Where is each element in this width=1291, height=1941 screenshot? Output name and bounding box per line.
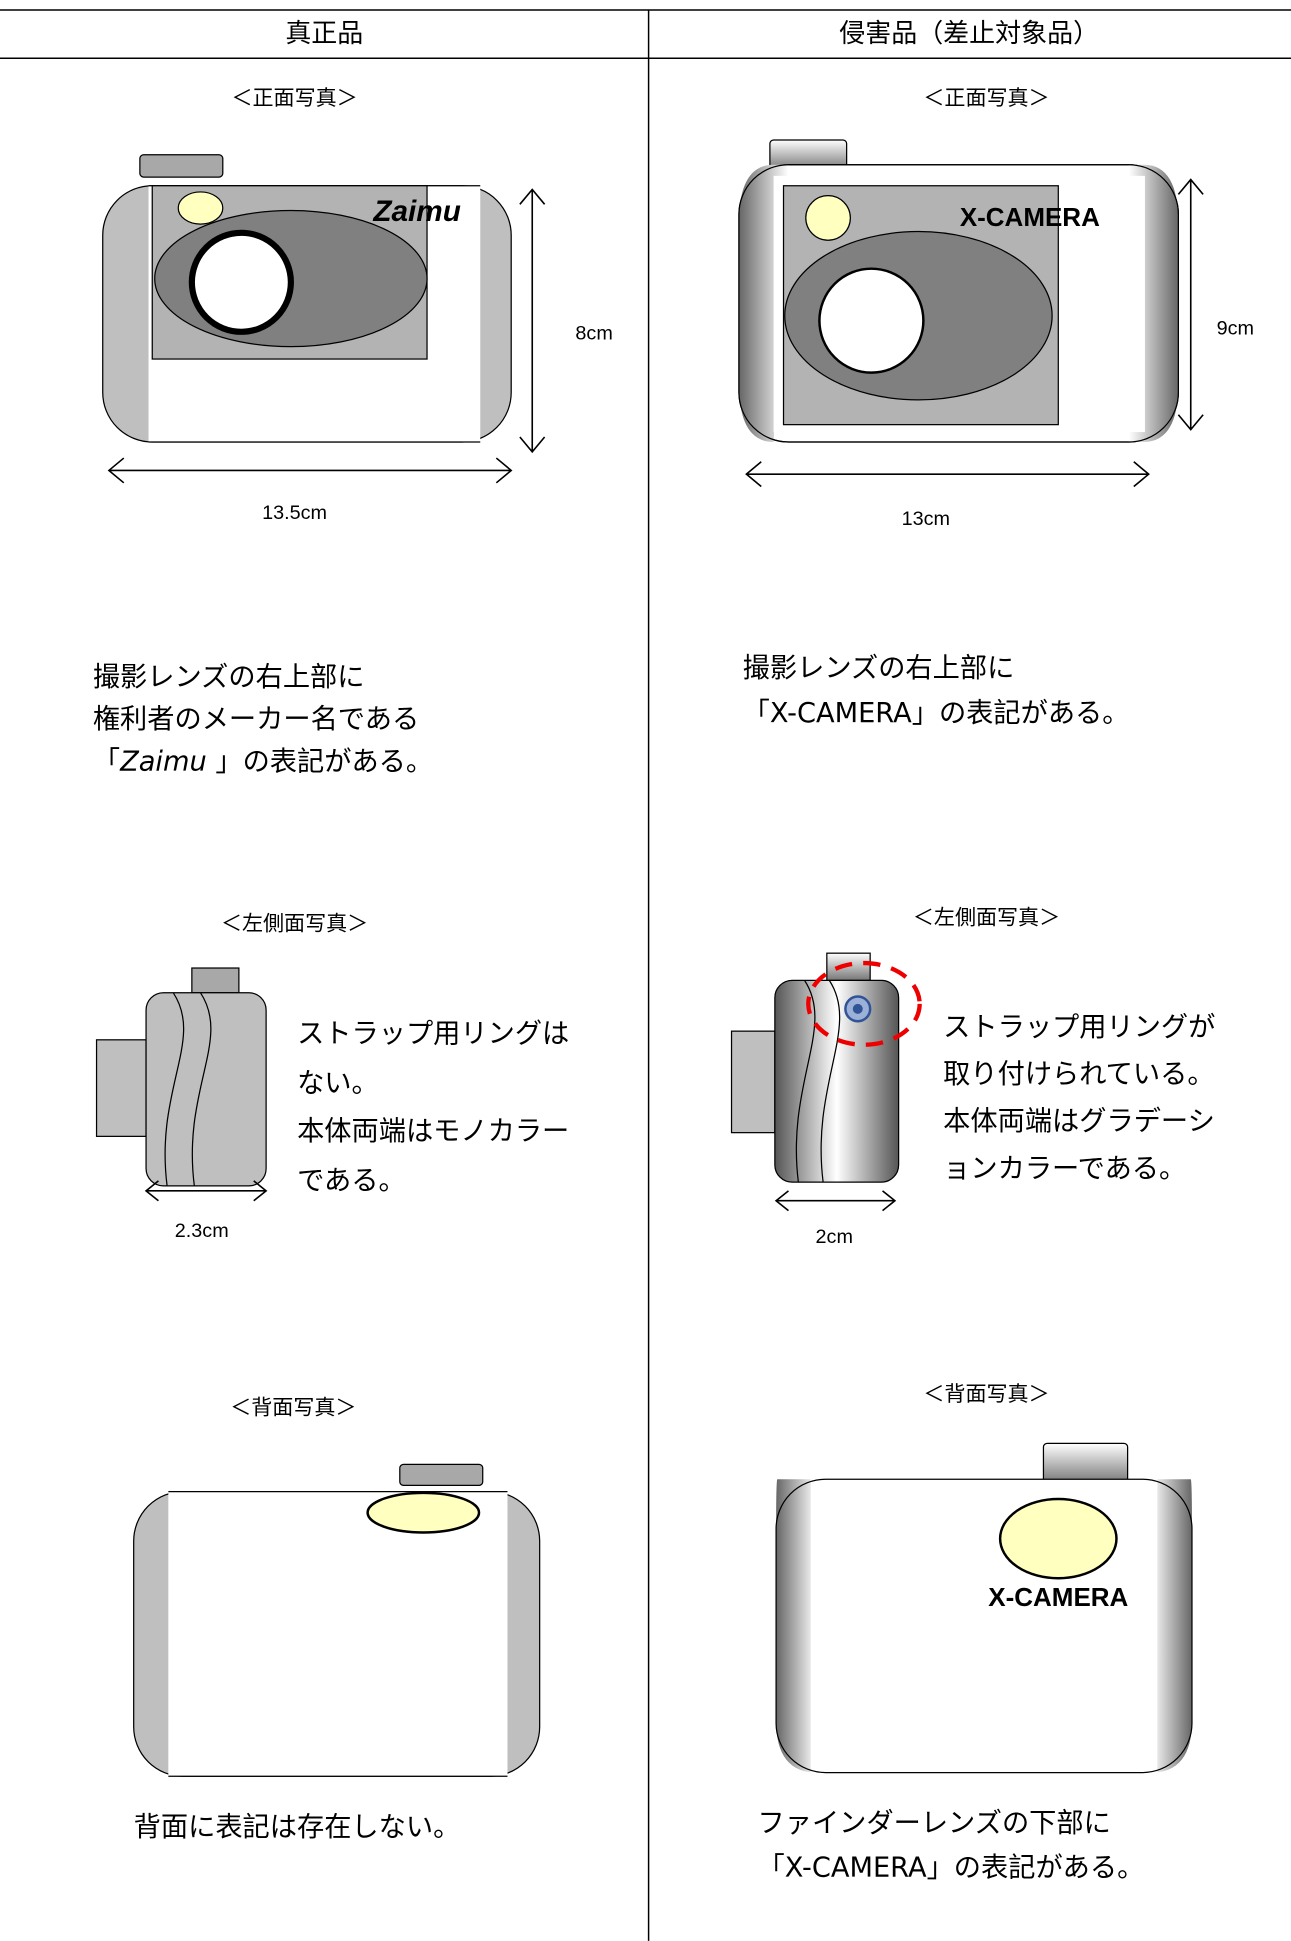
width-label: 13.5cm bbox=[262, 502, 327, 524]
camera-side bbox=[730, 952, 922, 1183]
camera-front bbox=[102, 154, 512, 443]
description: である。 bbox=[297, 1166, 406, 1197]
description: 「X-CAMERA」の表記がある。 bbox=[743, 698, 1130, 729]
view-label: ＜左側面写真＞ bbox=[221, 911, 368, 936]
header-infringing: 侵害品（差止対象品） bbox=[839, 19, 1099, 49]
dimension-arrow bbox=[519, 188, 546, 454]
dimension-arrow bbox=[144, 1180, 268, 1202]
description: ストラップ用リングは bbox=[297, 1018, 569, 1049]
text: 」の表記がある。 bbox=[207, 746, 433, 777]
description: 本体両端はモノカラー bbox=[297, 1116, 569, 1147]
view-label: ＜正面写真＞ bbox=[923, 85, 1049, 110]
view-label: ＜背面写真＞ bbox=[923, 1381, 1049, 1406]
brand-mark: X-CAMERA bbox=[988, 1582, 1128, 1612]
width-label: 2.3cm bbox=[175, 1220, 229, 1242]
dimension-arrow bbox=[774, 1190, 897, 1212]
description: 本体両端はグラデーシ bbox=[943, 1106, 1215, 1137]
height-label: 9cm bbox=[1217, 318, 1254, 340]
width-label: 2cm bbox=[816, 1226, 853, 1248]
camera-side bbox=[95, 967, 267, 1187]
camera-front bbox=[738, 139, 1179, 443]
view-label: ＜背面写真＞ bbox=[230, 1395, 356, 1420]
view-label: ＜左側面写真＞ bbox=[913, 905, 1060, 930]
camera-back bbox=[775, 1442, 1193, 1774]
header-genuine: 真正品 bbox=[285, 19, 363, 49]
dimension-arrow bbox=[1177, 178, 1204, 431]
view-label: ＜正面写真＞ bbox=[231, 85, 357, 110]
text: 「 bbox=[93, 746, 120, 777]
description: 「X-CAMERA」の表記がある。 bbox=[758, 1853, 1145, 1884]
camera-back bbox=[133, 1463, 541, 1777]
description: 撮影レンズの右上部に bbox=[743, 653, 1015, 684]
dimension-arrow bbox=[745, 461, 1150, 488]
description: ョンカラーである。 bbox=[943, 1153, 1186, 1184]
height-label: 8cm bbox=[575, 323, 612, 345]
width-label: 13cm bbox=[902, 508, 950, 530]
description: ない。 bbox=[297, 1068, 379, 1099]
dimension-arrow bbox=[107, 457, 513, 484]
description: ストラップ用リングが bbox=[943, 1012, 1215, 1043]
brand-mark: Zaimu bbox=[372, 195, 460, 228]
description: 権利者のメーカー名である bbox=[93, 704, 419, 735]
brand-mark: X-CAMERA bbox=[960, 202, 1100, 232]
description: ファインダーレンズの下部に bbox=[758, 1808, 1111, 1839]
description: 取り付けられている。 bbox=[943, 1059, 1214, 1090]
description: 「Zaimu 」の表記がある。 bbox=[93, 746, 433, 777]
text: Zaimu bbox=[119, 746, 207, 777]
description: 撮影レンズの右上部に bbox=[93, 662, 365, 693]
description: 背面に表記は存在しない。 bbox=[134, 1812, 461, 1843]
table-frame bbox=[0, 9, 1291, 1941]
